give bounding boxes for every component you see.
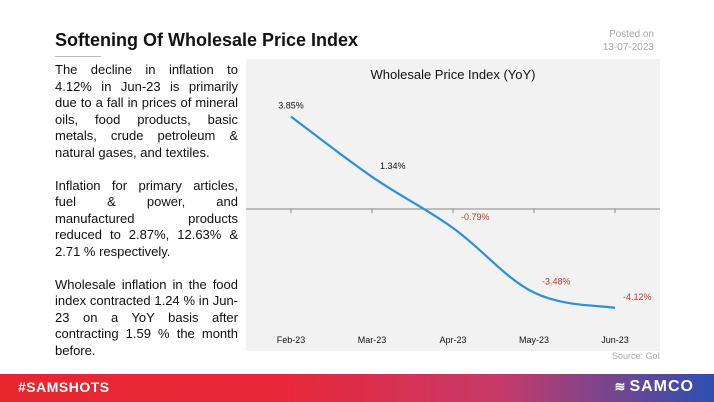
posted-date: Posted on 13-07-2023 <box>603 28 654 54</box>
commentary-paragraph-3: Wholesale inflation in the food index co… <box>55 276 238 358</box>
x-tick-label: May-23 <box>519 335 549 345</box>
x-tick-label: Apr-23 <box>439 335 466 345</box>
title-underline <box>55 56 101 57</box>
commentary-paragraph-2: Inflation for primary articles, fuel & p… <box>55 177 238 259</box>
brand-mark-icon: ≋ <box>614 379 627 394</box>
data-label: -0.79% <box>461 212 490 222</box>
data-label: -4.12% <box>623 292 652 302</box>
brand-name: SAMCO <box>629 378 694 395</box>
brand-logo: ≋ SAMCO <box>615 378 694 396</box>
page-title: Softening Of Wholesale Price Index <box>55 30 359 50</box>
chart-source: Source: GoI <box>611 351 660 361</box>
wpi-line-chart: Wholesale Price Index (YoY) 3.85% 1.34% -0… <box>246 67 660 345</box>
wpi-series-line <box>290 115 616 309</box>
posted-label: Posted on <box>608 29 654 40</box>
data-label: -3.48% <box>542 277 571 287</box>
commentary: The decline in inflation to 4.12% in Jun… <box>55 62 238 376</box>
hashtag-label: #SAMSHOTS <box>18 379 110 395</box>
chart-title: Wholesale Price Index (YoY) <box>371 67 536 82</box>
footer-banner: #SAMSHOTS ≋ SAMCO <box>0 374 714 402</box>
chart-panel: Wholesale Price Index (YoY) 3.85% 1.34% -0… <box>246 59 660 351</box>
posted-date-value: 13-07-2023 <box>602 42 654 53</box>
x-tick-label: Jun-23 <box>601 335 629 345</box>
data-label: 3.85% <box>278 101 304 111</box>
x-tick-label: Mar-23 <box>358 335 387 345</box>
data-label: 1.34% <box>380 161 406 171</box>
x-tick-label: Feb-23 <box>277 335 306 345</box>
commentary-paragraph-1: The decline in inflation to 4.12% in Jun… <box>55 62 238 160</box>
